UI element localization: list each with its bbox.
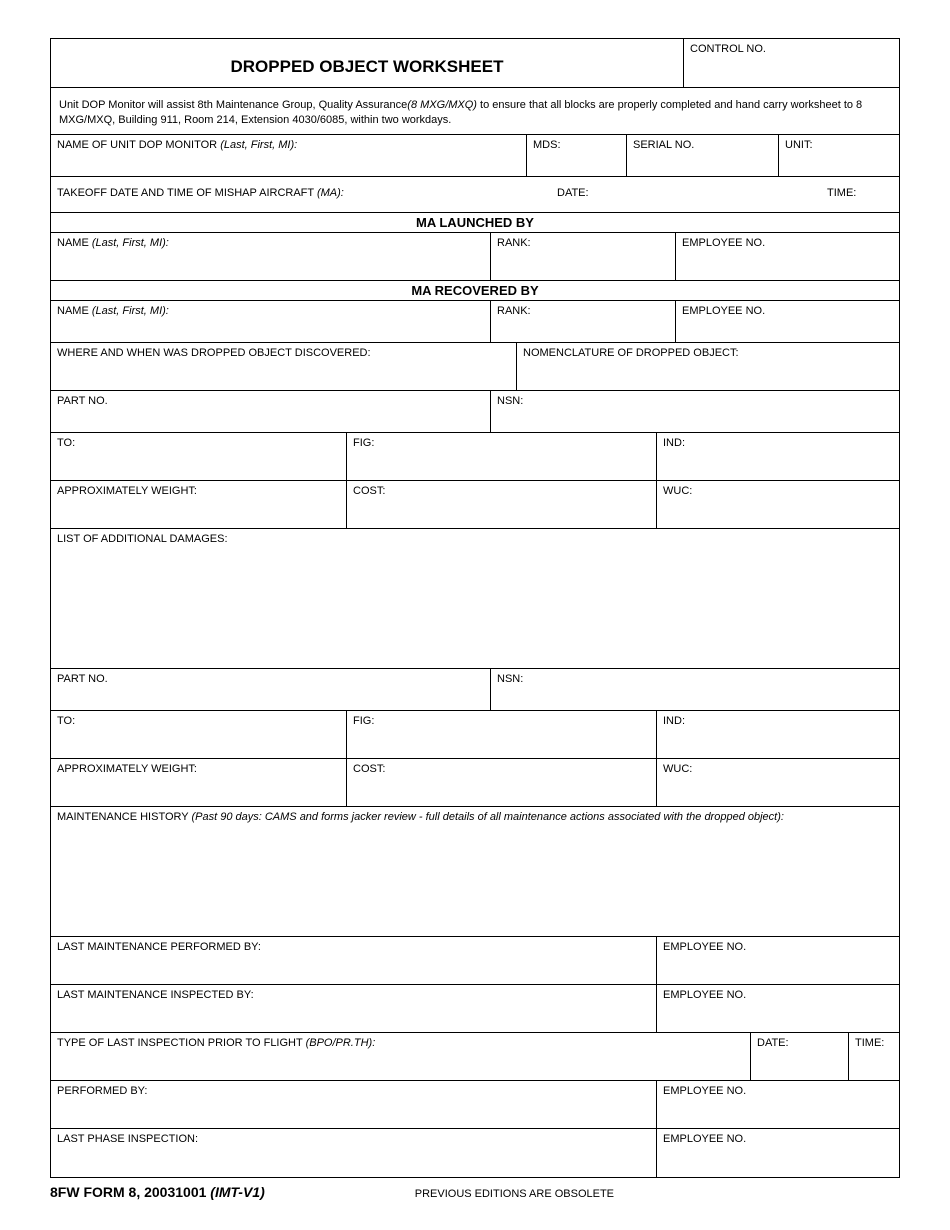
- launched-name-cell: NAME (Last, First, MI):: [51, 233, 491, 281]
- fig-cell-2: FIG:: [347, 711, 657, 759]
- last-phase-emp-cell: EMPLOYEE NO.: [657, 1129, 899, 1177]
- last-maint-inspected-emp-cell: EMPLOYEE NO.: [657, 985, 899, 1033]
- damages-cell: LIST OF ADDITIONAL DAMAGES:: [51, 529, 899, 669]
- weight-cost-wuc-row-1: APPROXIMATELY WEIGHT: COST: WUC:: [51, 481, 899, 529]
- part-nsn-row-1: PART NO. NSN:: [51, 391, 899, 433]
- takeoff-date-label: DATE:: [557, 187, 827, 199]
- control-no-label: CONTROL NO.: [690, 43, 766, 55]
- inspection-type-row: TYPE OF LAST INSPECTION PRIOR TO FLIGHT …: [51, 1033, 899, 1081]
- maint-history-cell: MAINTENANCE HISTORY (Past 90 days: CAMS …: [51, 807, 899, 937]
- serial-no-cell: SERIAL NO.: [627, 135, 779, 177]
- damages-row: LIST OF ADDITIONAL DAMAGES:: [51, 529, 899, 669]
- ma-launched-header: MA LAUNCHED BY: [51, 213, 899, 233]
- form-id: 8FW FORM 8, 20031001 (IMT-V1): [50, 1184, 265, 1200]
- fig-cell-1: FIG:: [347, 433, 657, 481]
- dop-monitor-cell: NAME OF UNIT DOP MONITOR (Last, First, M…: [51, 135, 527, 177]
- last-maint-performed-emp-cell: EMPLOYEE NO.: [657, 937, 899, 985]
- last-maint-performed-cell: LAST MAINTENANCE PERFORMED BY:: [51, 937, 657, 985]
- ma-recovered-header: MA RECOVERED BY: [51, 281, 899, 301]
- recovered-name-cell: NAME (Last, First, MI):: [51, 301, 491, 343]
- inspection-date-cell: DATE:: [751, 1033, 849, 1081]
- inspection-time-cell: TIME:: [849, 1033, 899, 1081]
- weight-cost-wuc-row-2: APPROXIMATELY WEIGHT: COST: WUC:: [51, 759, 899, 807]
- footer-note: PREVIOUS EDITIONS ARE OBSOLETE: [415, 1188, 614, 1200]
- control-no-cell: CONTROL NO.: [684, 39, 899, 88]
- dop-monitor-row: NAME OF UNIT DOP MONITOR (Last, First, M…: [51, 135, 899, 177]
- last-maint-inspected-row: LAST MAINTENANCE INSPECTED BY: EMPLOYEE …: [51, 985, 899, 1033]
- takeoff-row: TAKEOFF DATE AND TIME OF MISHAP AIRCRAFT…: [51, 177, 899, 213]
- part-no-cell-2: PART NO.: [51, 669, 491, 711]
- to-cell-1: TO:: [51, 433, 347, 481]
- instruction-text: Unit DOP Monitor will assist 8th Mainten…: [51, 88, 899, 135]
- nsn-cell-2: NSN:: [491, 669, 899, 711]
- launched-by-row: NAME (Last, First, MI): RANK: EMPLOYEE N…: [51, 233, 899, 281]
- title-row: DROPPED OBJECT WORKSHEET CONTROL NO.: [51, 39, 899, 88]
- weight-cell-1: APPROXIMATELY WEIGHT:: [51, 481, 347, 529]
- launched-emp-cell: EMPLOYEE NO.: [676, 233, 899, 281]
- last-maint-inspected-cell: LAST MAINTENANCE INSPECTED BY:: [51, 985, 657, 1033]
- ind-cell-2: IND:: [657, 711, 899, 759]
- part-nsn-row-2: PART NO. NSN:: [51, 669, 899, 711]
- to-fig-ind-row-2: TO: FIG: IND:: [51, 711, 899, 759]
- takeoff-time-label: TIME:: [827, 187, 856, 199]
- performed-by-emp-cell: EMPLOYEE NO.: [657, 1081, 899, 1129]
- inspection-type-cell: TYPE OF LAST INSPECTION PRIOR TO FLIGHT …: [51, 1033, 751, 1081]
- weight-cell-2: APPROXIMATELY WEIGHT:: [51, 759, 347, 807]
- cost-cell-2: COST:: [347, 759, 657, 807]
- form-footer: 8FW FORM 8, 20031001 (IMT-V1) PREVIOUS E…: [50, 1178, 900, 1200]
- cost-cell-1: COST:: [347, 481, 657, 529]
- recovered-by-row: NAME (Last, First, MI): RANK: EMPLOYEE N…: [51, 301, 899, 343]
- wuc-cell-2: WUC:: [657, 759, 899, 807]
- unit-cell: UNIT:: [779, 135, 899, 177]
- recovered-rank-cell: RANK:: [491, 301, 676, 343]
- takeoff-label: TAKEOFF DATE AND TIME OF MISHAP AIRCRAFT…: [57, 187, 557, 199]
- nomenclature-cell: NOMENCLATURE OF DROPPED OBJECT:: [517, 343, 899, 391]
- recovered-emp-cell: EMPLOYEE NO.: [676, 301, 899, 343]
- performed-by-row: PERFORMED BY: EMPLOYEE NO.: [51, 1081, 899, 1129]
- maint-history-row: MAINTENANCE HISTORY (Past 90 days: CAMS …: [51, 807, 899, 937]
- performed-by-cell: PERFORMED BY:: [51, 1081, 657, 1129]
- last-maint-performed-row: LAST MAINTENANCE PERFORMED BY: EMPLOYEE …: [51, 937, 899, 985]
- where-when-cell: WHERE AND WHEN WAS DROPPED OBJECT DISCOV…: [51, 343, 517, 391]
- last-phase-cell: LAST PHASE INSPECTION:: [51, 1129, 657, 1177]
- wuc-cell-1: WUC:: [657, 481, 899, 529]
- form-title: DROPPED OBJECT WORKSHEET: [51, 39, 684, 88]
- where-nomenclature-row: WHERE AND WHEN WAS DROPPED OBJECT DISCOV…: [51, 343, 899, 391]
- worksheet-form: DROPPED OBJECT WORKSHEET CONTROL NO. Uni…: [50, 38, 900, 1178]
- part-no-cell-1: PART NO.: [51, 391, 491, 433]
- to-cell-2: TO:: [51, 711, 347, 759]
- last-phase-row: LAST PHASE INSPECTION: EMPLOYEE NO.: [51, 1129, 899, 1177]
- mds-cell: MDS:: [527, 135, 627, 177]
- launched-rank-cell: RANK:: [491, 233, 676, 281]
- to-fig-ind-row-1: TO: FIG: IND:: [51, 433, 899, 481]
- nsn-cell-1: NSN:: [491, 391, 899, 433]
- ind-cell-1: IND:: [657, 433, 899, 481]
